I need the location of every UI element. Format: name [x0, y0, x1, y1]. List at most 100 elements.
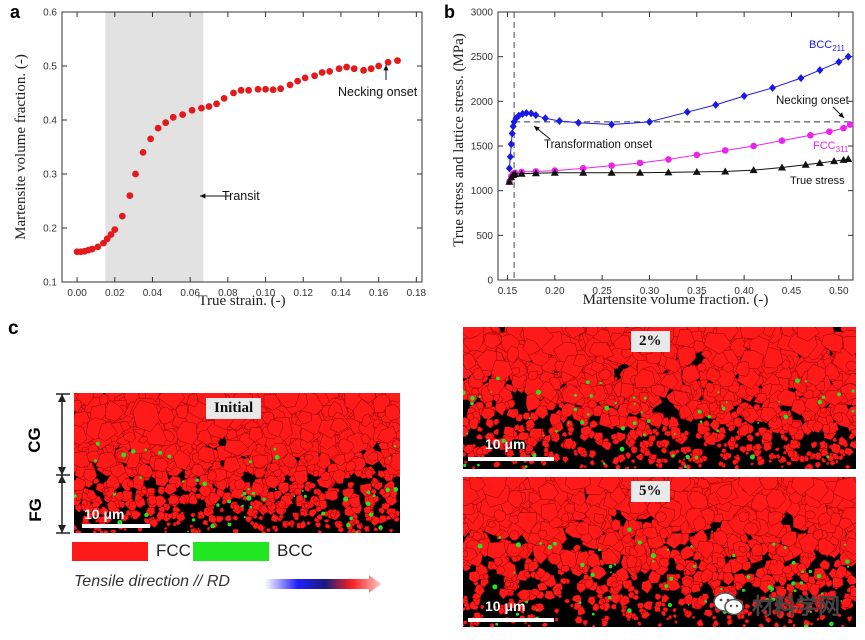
fcc-grain: [850, 586, 856, 597]
bcc-grain: [851, 409, 855, 413]
fcc-grain: [163, 530, 168, 533]
fcc-grain: [198, 484, 212, 498]
data-point-true-stress: [505, 177, 514, 185]
fcc-grain: [599, 584, 609, 594]
fcc-grain: [484, 432, 494, 441]
fcc-grain: [271, 525, 276, 530]
y-tick-label-b: 500: [476, 231, 493, 242]
fcc-grain: [744, 619, 750, 624]
fcc-grain: [678, 459, 682, 464]
fcc-grain: [617, 453, 626, 464]
fcc-grain: [625, 466, 630, 469]
fcc-grain: [508, 515, 519, 524]
bcc-grain: [632, 396, 636, 399]
fcc-grain: [733, 417, 743, 428]
bcc-grain: [113, 492, 116, 496]
fcc-grain: [682, 593, 693, 605]
fcc-grain: [696, 477, 711, 490]
fcc-grain: [353, 518, 360, 525]
fcc-grain: [472, 465, 476, 469]
fcc-grain: [696, 363, 707, 373]
bcc-grain: [303, 494, 307, 498]
fcc-grain: [682, 608, 687, 613]
fcc-grain: [270, 443, 289, 460]
bcc-grain: [249, 505, 253, 509]
fcc-grain: [308, 482, 316, 490]
bcc-grain: [187, 530, 189, 533]
bcc-grain: [477, 543, 483, 549]
fcc-grain: [662, 607, 669, 613]
fcc-grain: [598, 369, 612, 381]
fcc-grain: [269, 462, 281, 473]
fcc-grain: [197, 445, 216, 464]
bcc-grain: [144, 512, 149, 518]
fcc-grain: [818, 559, 831, 571]
fcc-grain: [621, 612, 626, 617]
bcc-grain: [791, 560, 796, 565]
fcc-grain: [503, 442, 510, 449]
data-point-true-stress: [511, 170, 520, 178]
fcc-grain: [498, 588, 510, 600]
bcc-grain: [821, 395, 826, 399]
data-point-bcc211: [797, 74, 805, 83]
fcc-grain: [741, 409, 750, 419]
fcc-grain: [607, 394, 616, 401]
bcc-grain: [274, 454, 280, 460]
fcc-grain: [118, 500, 126, 509]
bcc-grain: [372, 494, 376, 498]
bcc-grain: [809, 610, 812, 613]
data-point-a: [154, 124, 162, 132]
fcc-grain: [92, 478, 100, 485]
fcc-grain: [668, 477, 692, 493]
fcc-grain: [759, 477, 778, 490]
fcc-grain: [463, 451, 467, 458]
bcc-grain: [477, 463, 480, 467]
bcc-grain: [717, 391, 720, 394]
fcc-grain: [364, 468, 374, 480]
fcc-grain: [598, 412, 612, 428]
fcc-grain: [563, 598, 570, 604]
fcc-grain: [708, 401, 719, 413]
fcc-grain: [572, 544, 581, 553]
fcc-grain: [767, 511, 784, 527]
fcc-grain: [541, 460, 547, 467]
map-tag-initial: Initial: [206, 398, 262, 419]
fcc-grain: [603, 463, 609, 469]
fcc-grain: [487, 521, 497, 529]
fcc-grain: [543, 446, 550, 454]
map-tag-2pct: 2%: [631, 331, 670, 352]
fcc-grain: [662, 458, 669, 464]
x-tick-label-b: 0.40: [734, 286, 754, 297]
fcc-grain: [623, 605, 628, 610]
fcc-grain: [587, 399, 598, 409]
bcc-grain: [543, 434, 545, 437]
legend-label-fcc: FCC: [156, 541, 191, 560]
fcc-grain: [224, 515, 232, 522]
bcc-grain: [121, 452, 127, 458]
fcc-grain: [219, 507, 225, 513]
fcc-grain: [81, 498, 88, 507]
fcc-grain: [716, 557, 727, 569]
bcc-grain: [94, 459, 97, 463]
bcc-grain: [732, 554, 736, 558]
bcc-grain: [599, 381, 602, 385]
fcc-grain: [178, 494, 188, 505]
bcc-grain: [783, 546, 787, 549]
fcc-grain: [790, 421, 802, 429]
fcc-grain: [713, 619, 720, 626]
fcc-grain: [611, 456, 620, 466]
fcc-grain: [560, 512, 570, 523]
bcc-grain: [666, 548, 670, 552]
bcc-grain: [536, 389, 541, 395]
fcc-grain: [633, 615, 639, 621]
fcc-grain: [573, 452, 579, 457]
bcc-grain: [525, 600, 529, 604]
fcc-grain: [232, 503, 241, 512]
plot-frame-a: [61, 11, 423, 283]
bcc-grain: [227, 499, 232, 504]
fcc-grain: [668, 614, 672, 620]
fcc-grain: [768, 459, 772, 463]
fcc-grain: [743, 521, 759, 536]
bcc-grain: [633, 402, 636, 405]
fcc-grain: [530, 605, 539, 611]
